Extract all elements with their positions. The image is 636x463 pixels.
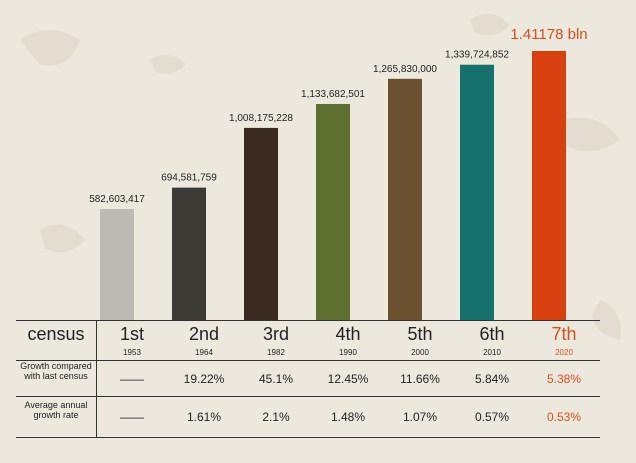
data-label-2nd: 694,581,759 (161, 173, 217, 184)
table-divider (16, 396, 600, 397)
table-column-divider (96, 320, 97, 438)
annual-growth-value: 1.48% (330, 410, 366, 424)
census-ordinal: 1st (119, 324, 144, 344)
census-year: 1953 (123, 348, 141, 357)
annual-growth-value: —— (120, 410, 144, 424)
census-column-4th: 4th 1990 12.45% 1.48% (312, 320, 384, 438)
annual-growth-row-label: Average annual growth rate (24, 400, 88, 420)
table-top-rule (16, 320, 600, 321)
growth-row-label: Growth compared with last census (20, 361, 92, 381)
bar-6th (460, 64, 494, 320)
growth-value: 5.38% (546, 372, 582, 386)
bar-4th (316, 103, 350, 320)
census-year: 1990 (339, 348, 357, 357)
bar-5th (388, 78, 422, 320)
annual-growth-value: 2.1% (262, 410, 290, 424)
census-column-5th: 5th 2000 11.66% 1.07% (384, 320, 456, 438)
census-ordinal: 4th (335, 324, 361, 344)
bar-1st (100, 208, 134, 320)
census-column-1st: 1st 1953 —— —— (96, 320, 168, 438)
census-ordinal: 2nd (188, 324, 220, 344)
bar-3rd (244, 127, 278, 320)
data-label-3rd: 1,008,175,228 (229, 113, 293, 124)
census-ordinal: 5th (407, 324, 433, 344)
table-divider (16, 360, 600, 361)
census-column-7th: 7th 2020 5.38% 0.53% (528, 320, 600, 438)
census-table: census Growth compared with last census … (16, 320, 600, 438)
annual-growth-value: 0.53% (546, 410, 582, 424)
census-ordinal: 6th (479, 324, 505, 344)
data-label-1st: 582,603,417 (89, 194, 145, 205)
annual-growth-value: 1.61% (186, 410, 222, 424)
growth-value: 12.45% (327, 372, 369, 386)
growth-value: 5.84% (474, 372, 510, 386)
bar-2nd (172, 187, 206, 320)
bar-7th (532, 51, 566, 320)
table-bottom-rule (16, 437, 600, 438)
data-label-4th: 1,133,682,501 (301, 89, 365, 100)
census-year: 2010 (483, 348, 501, 357)
growth-value: 11.66% (400, 372, 440, 386)
census-year: 1982 (267, 348, 285, 357)
census-year: 2020 (555, 348, 573, 357)
annual-growth-value: 1.07% (402, 410, 438, 424)
census-column-6th: 6th 2010 5.84% 0.57% (456, 320, 528, 438)
growth-value: —— (120, 372, 144, 386)
growth-value: 19.22% (183, 372, 225, 386)
census-year: 1964 (195, 348, 213, 357)
census-year: 2000 (411, 348, 429, 357)
census-ordinal: 7th (551, 324, 577, 344)
census-column-2nd: 2nd 1964 19.22% 1.61% (168, 320, 240, 438)
data-label-7th: 1.41178 bln (510, 26, 587, 43)
growth-value: 45.1% (258, 372, 294, 386)
census-column-3rd: 3rd 1982 45.1% 2.1% (240, 320, 312, 438)
data-label-6th: 1,339,724,852 (445, 50, 509, 61)
data-label-5th: 1,265,830,000 (373, 64, 437, 75)
census-ordinal: 3rd (262, 324, 289, 344)
annual-growth-value: 0.57% (474, 410, 510, 424)
population-bar-chart: 582,603,417 694,581,759 1,008,175,228 1,133… (89, 26, 588, 320)
census-header-label: census (27, 324, 85, 344)
